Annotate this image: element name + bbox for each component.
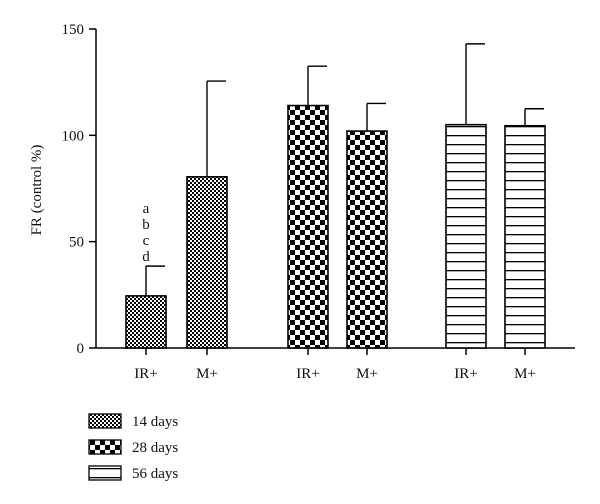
annotation-letter: b <box>142 217 150 233</box>
legend-swatch <box>88 465 122 481</box>
x-tick-label: M+ <box>196 366 218 382</box>
bar <box>125 295 167 349</box>
x-tick-label: IR+ <box>454 366 477 382</box>
x-tick-labels: IR+ M+ IR+ M+ IR+ M+ <box>134 348 536 382</box>
bar <box>504 124 546 349</box>
legend: 14 days 28 days 56 days <box>88 413 178 482</box>
bar <box>287 104 329 349</box>
y-tick-label: 150 <box>62 22 85 38</box>
x-tick-label: IR+ <box>134 366 157 382</box>
bar <box>445 123 487 349</box>
annotation-letter: a <box>143 201 150 217</box>
legend-label: 14 days <box>132 414 178 430</box>
y-tick-label: 50 <box>69 235 84 251</box>
bar <box>186 176 228 349</box>
x-tick-label: M+ <box>356 366 378 382</box>
x-tick-label: M+ <box>514 366 536 382</box>
legend-label: 56 days <box>132 466 178 482</box>
x-tick-label: IR+ <box>296 366 319 382</box>
legend-swatch <box>88 439 122 455</box>
bar <box>346 130 388 349</box>
y-tick-label: 0 <box>77 341 85 357</box>
y-axis-label: FR (control %) <box>29 145 45 236</box>
y-tick-label: 100 <box>62 128 85 144</box>
legend-swatch <box>88 413 122 429</box>
annotation-letter: d <box>142 249 150 265</box>
axes: 0 50 100 150 <box>62 22 575 357</box>
annotation-letter: c <box>143 233 150 249</box>
legend-label: 28 days <box>132 440 178 456</box>
